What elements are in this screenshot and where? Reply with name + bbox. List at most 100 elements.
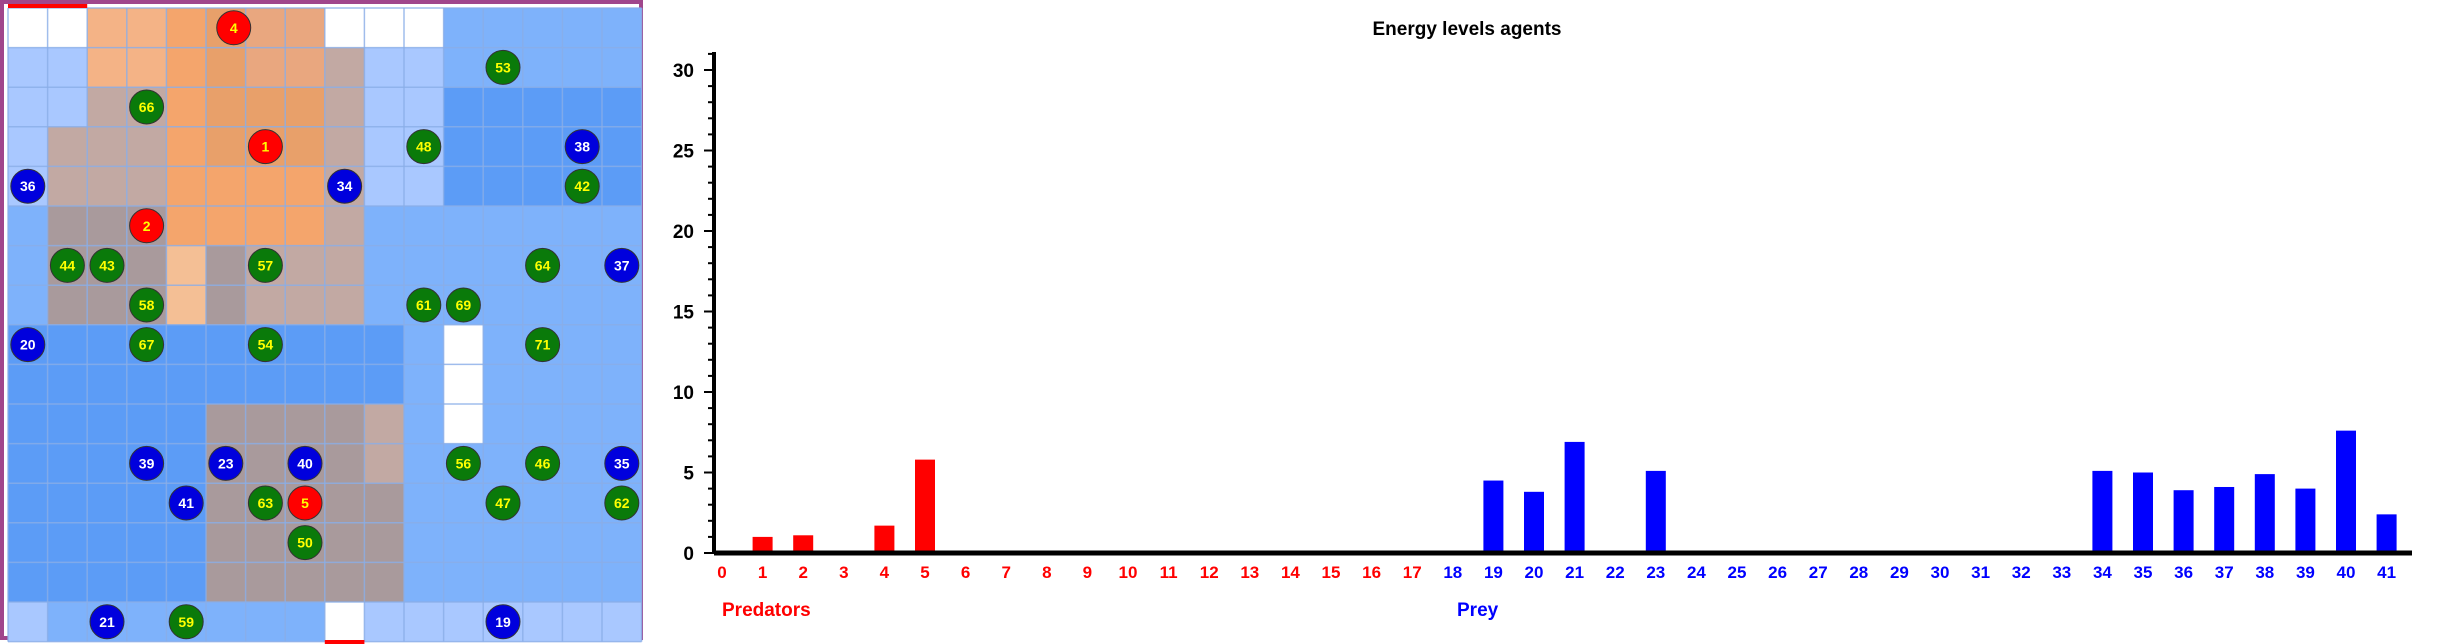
grass-agent-marker xyxy=(247,247,283,283)
x-tick-label: 30 xyxy=(1931,563,1950,582)
x-tick-label: 31 xyxy=(1971,563,1990,582)
x-tick-label: 40 xyxy=(2337,563,2356,582)
bar xyxy=(1645,470,1666,553)
prey-agent-marker xyxy=(10,327,46,363)
grass-agent: 62 xyxy=(604,485,640,521)
bar xyxy=(2376,514,2397,553)
agent-label: 67 xyxy=(139,337,155,353)
edge-mark xyxy=(324,640,365,644)
x-tick-label: 25 xyxy=(1728,563,1747,582)
prey-agent-marker xyxy=(89,604,125,640)
x-tick-label: 34 xyxy=(2093,563,2112,582)
x-tick-label: 11 xyxy=(1160,563,1178,582)
deep-water-zone xyxy=(443,87,642,206)
bar xyxy=(2133,472,2153,553)
empty-cell xyxy=(324,8,365,48)
agent-label: 35 xyxy=(614,455,630,471)
x-tick-label: 10 xyxy=(1119,563,1138,582)
grass-agent-marker xyxy=(287,525,323,561)
grass-agent-marker xyxy=(247,485,283,521)
agent-label: 66 xyxy=(139,99,155,115)
group-label-predators: Predators xyxy=(722,600,811,621)
grass-agent-marker xyxy=(485,49,521,85)
grass-agent: 71 xyxy=(525,327,561,363)
grass-agent: 67 xyxy=(129,327,165,363)
x-tick-label: 19 xyxy=(1484,563,1503,582)
energy-chart: Energy levels agents Predators Prey 0510… xyxy=(673,19,2412,621)
grass-agent-marker xyxy=(564,168,600,204)
grass-agent: 46 xyxy=(525,445,561,481)
x-tick-label: 33 xyxy=(2052,563,2071,582)
grass-agent: 53 xyxy=(485,49,521,85)
grass-agent: 64 xyxy=(525,247,561,283)
agent-label: 61 xyxy=(416,297,432,313)
grass-agent-marker xyxy=(129,287,165,323)
bar xyxy=(1524,491,1544,553)
grass-agent-marker xyxy=(525,445,561,481)
agent-label: 19 xyxy=(495,614,511,630)
x-tick-label: 2 xyxy=(798,563,807,582)
grass-agent-marker xyxy=(445,287,481,323)
bar xyxy=(1564,441,1585,553)
x-tick-label: 18 xyxy=(1443,563,1462,582)
grass-agent-marker xyxy=(247,327,283,363)
predator-agent-marker xyxy=(247,129,283,165)
bar xyxy=(2336,430,2356,553)
grass-agent: 48 xyxy=(406,129,442,165)
x-tick-label: 0 xyxy=(717,563,726,582)
agent-label: 46 xyxy=(535,455,551,471)
x-tick-label: 12 xyxy=(1200,563,1219,582)
chart-title: Energy levels agents xyxy=(1372,19,1561,40)
bar xyxy=(874,525,895,553)
prey-agent-marker xyxy=(485,604,521,640)
agent-label: 57 xyxy=(258,257,274,273)
grass-agent-marker xyxy=(445,445,481,481)
prey-agent: 40 xyxy=(287,445,323,481)
prey-agent: 19 xyxy=(485,604,521,640)
prey-agent-marker xyxy=(327,168,363,204)
grass-agent: 69 xyxy=(445,287,481,323)
x-tick-label: 9 xyxy=(1083,563,1092,582)
agent-label: 5 xyxy=(301,495,309,511)
prey-agent-marker xyxy=(168,485,204,521)
prey-agent-marker xyxy=(604,247,640,283)
bar xyxy=(2092,470,2113,553)
agent-label: 1 xyxy=(262,139,270,155)
x-tick-label: 41 xyxy=(2377,563,2396,582)
x-tick-label: 20 xyxy=(1525,563,1544,582)
prey-agent-marker xyxy=(564,129,600,165)
bar xyxy=(2214,486,2235,553)
x-tick-label: 35 xyxy=(2134,563,2153,582)
agent-label: 2 xyxy=(143,218,151,234)
prey-agent: 23 xyxy=(208,445,244,481)
empty-cell xyxy=(443,404,484,444)
agent-label: 54 xyxy=(258,337,274,353)
prey-agent: 38 xyxy=(564,129,600,165)
grass-agent-marker xyxy=(604,485,640,521)
grass-agent-marker xyxy=(406,129,442,165)
x-tick-label: 36 xyxy=(2174,563,2193,582)
agent-label: 62 xyxy=(614,495,630,511)
x-tick-label: 39 xyxy=(2296,563,2315,582)
y-tick-label: 10 xyxy=(673,383,694,404)
prey-agent: 41 xyxy=(168,485,204,521)
bar xyxy=(2173,490,2194,553)
x-tick-label: 22 xyxy=(1606,563,1625,582)
bar xyxy=(1483,480,1504,553)
agent-label: 59 xyxy=(178,614,194,630)
agent-label: 43 xyxy=(99,257,115,273)
y-tick-label: 20 xyxy=(673,222,694,243)
predator-agent-marker xyxy=(287,485,323,521)
prey-agent-marker xyxy=(208,445,244,481)
bar xyxy=(2254,474,2275,553)
x-tick-label: 8 xyxy=(1042,563,1051,582)
prey-agent-marker xyxy=(604,445,640,481)
agent-label: 56 xyxy=(456,455,472,471)
agent-label: 50 xyxy=(297,535,313,551)
grass-agent: 61 xyxy=(406,287,442,323)
edge-mark xyxy=(8,4,88,8)
prey-agent: 39 xyxy=(129,445,165,481)
x-tick-label: 7 xyxy=(1001,563,1010,582)
bar xyxy=(793,535,814,553)
energy-chart-panel: Energy levels agents Predators Prey 0 5 10… xyxy=(650,0,2440,640)
